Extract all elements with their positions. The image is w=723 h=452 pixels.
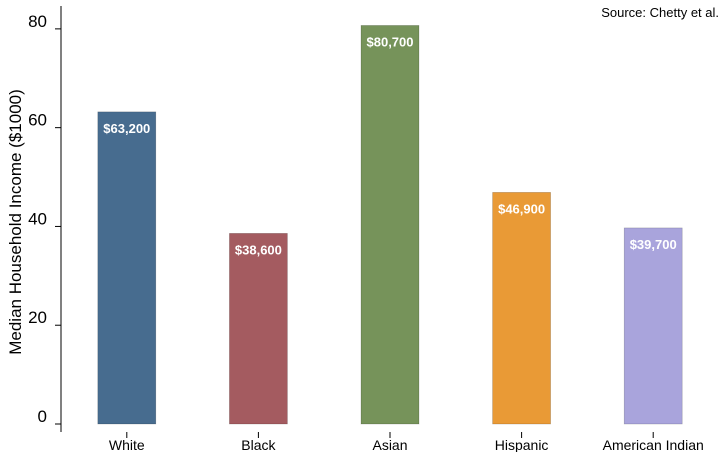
- data-label: $46,900: [498, 201, 545, 216]
- bars: $63,200 $38,600 $80,700 $46,900 $39,700: [97, 25, 683, 425]
- bar: [97, 111, 157, 425]
- category-label: Asian: [372, 437, 407, 452]
- bar: [492, 192, 551, 425]
- y-axis-label: Median Household Income ($1000): [6, 89, 25, 355]
- y-tick-label: 0: [38, 407, 47, 426]
- data-label: $63,200: [103, 121, 150, 136]
- category-label: American Indian: [603, 437, 704, 452]
- y-tick-label: 80: [28, 12, 47, 31]
- y-tick-label: 20: [28, 308, 47, 327]
- category-label: Black: [241, 437, 276, 452]
- y-tick-label: 60: [28, 111, 47, 130]
- source-note: Source: Chetty et al.: [601, 5, 719, 20]
- data-label: $38,600: [235, 242, 282, 257]
- bar: [229, 233, 288, 425]
- y-tick-label: 40: [28, 209, 47, 228]
- category-label: Hispanic: [495, 437, 549, 452]
- data-label: $39,700: [630, 237, 677, 252]
- category-label: White: [109, 437, 145, 452]
- bar: [623, 227, 683, 425]
- data-label: $80,700: [367, 34, 414, 49]
- bar: [360, 25, 420, 425]
- axes: 0 20 40 60 80 White Black Asian Hispanic American…: [28, 6, 704, 452]
